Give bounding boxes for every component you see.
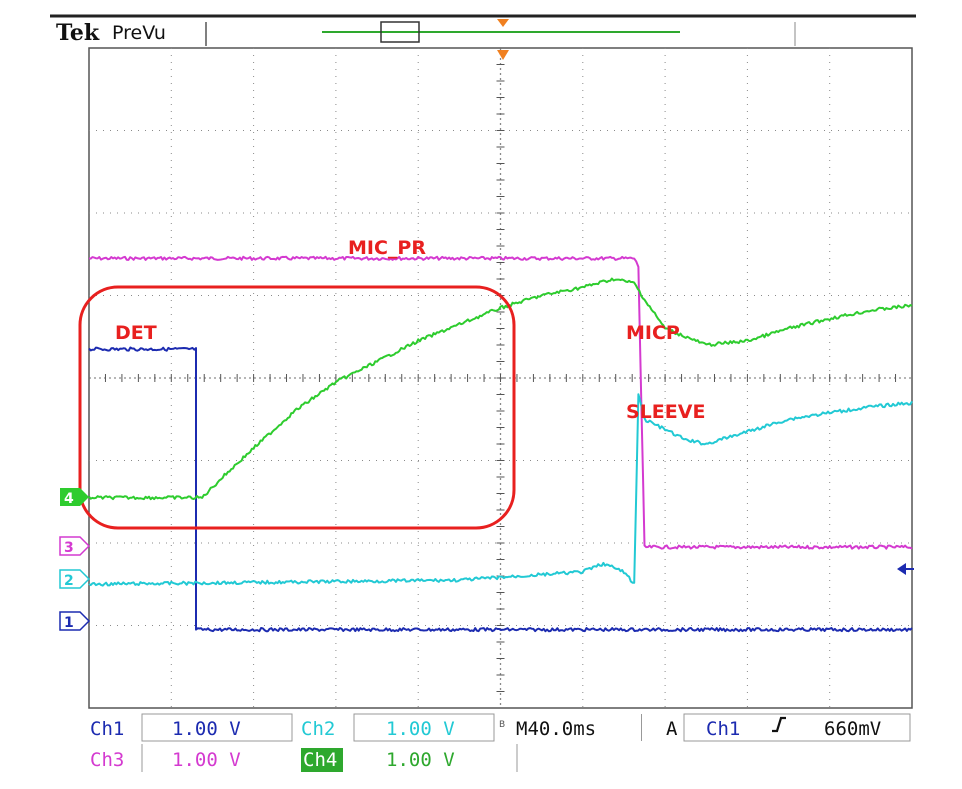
trace-det [88, 346, 913, 633]
ch4-scale: 1.00 V [386, 749, 455, 771]
trigger-time-marker-icon [497, 50, 509, 60]
svg-text:3: 3 [64, 540, 74, 556]
trigger-mode: A [666, 718, 678, 740]
trigger-source[interactable]: Ch1 [706, 718, 740, 740]
svg-text:1: 1 [64, 615, 74, 631]
svg-text:2: 2 [64, 573, 74, 589]
trace-micp [88, 277, 913, 501]
brand-logo: Tek [56, 20, 100, 46]
ch3-label[interactable]: Ch3 [90, 749, 124, 771]
ch1-label[interactable]: Ch1 [90, 718, 124, 740]
annotation-micp: MICP [626, 322, 680, 344]
trace-sleeve [88, 393, 913, 587]
trigger-level-arrow-icon [897, 563, 914, 575]
ch4-label-badge[interactable] [301, 748, 343, 772]
header-bar: Tek PreVu [0, 0, 962, 48]
rising-edge-icon [772, 716, 786, 733]
status-bar: Ch1 1.00 V Ch2 1.00 V B M40.0ms A Ch1 66… [0, 712, 962, 789]
trace-mic-pr [88, 255, 913, 550]
highlight-box [78, 285, 516, 530]
acquisition-mode-text: PreVu [112, 22, 166, 44]
channel-marker-1[interactable]: 1 [59, 611, 91, 631]
channel-marker-2[interactable]: 2 [59, 569, 91, 589]
record-view-indicator [322, 19, 680, 43]
ch4-label[interactable]: Ch4 [303, 749, 337, 771]
graticule [88, 47, 913, 709]
trigger-position-marker-icon [497, 19, 509, 27]
ch1-scale: 1.00 V [172, 718, 241, 740]
channel-marker-4[interactable]: 4 [60, 488, 89, 507]
bandwidth-limit-marker: B [499, 720, 505, 730]
ch3-scale: 1.00 V [172, 749, 241, 771]
svg-text:4: 4 [64, 491, 74, 507]
waveforms [88, 255, 913, 633]
timebase-readout[interactable]: M40.0ms [516, 718, 596, 740]
trigger-level[interactable]: 660mV [824, 718, 881, 740]
channel-marker-3[interactable]: 3 [59, 536, 91, 556]
annotation-mic-pr: MIC_PR [348, 237, 426, 259]
annotation-sleeve: SLEEVE [626, 401, 705, 423]
ch2-scale: 1.00 V [386, 718, 455, 740]
ch2-label[interactable]: Ch2 [301, 718, 335, 740]
annotation-det: DET [115, 322, 157, 344]
